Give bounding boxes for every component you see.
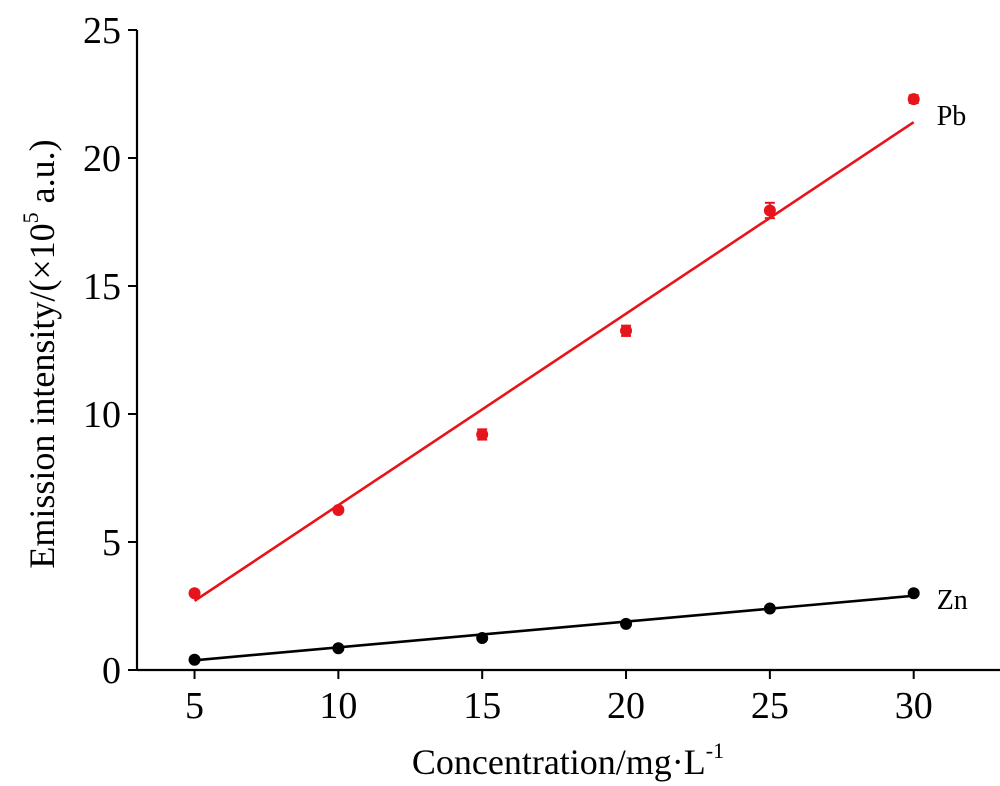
pb-fit-line [193,121,915,602]
pb-point [476,428,489,441]
y-tick-label: 15 [83,266,121,308]
pb-point [907,93,920,106]
fit-lines [193,121,915,662]
data-points [188,93,920,666]
x-tick-label: 15 [463,685,501,727]
y-axis-title-text: Emission intensity/(×10 [22,223,62,568]
zn-series-label: Zn [937,585,968,616]
zn-point [332,642,345,655]
y-tick-label: 10 [83,394,121,436]
pb-point [620,324,633,337]
y-axis-title-superscript: 5 [18,212,43,223]
y-tick-label: 5 [102,522,121,564]
axes [135,30,1000,672]
zn-fit-line [194,594,914,662]
ticks: 5 10 15 20 25 30 0 5 10 15 20 25 [83,10,933,727]
series-labels: Pb Zn [937,101,968,616]
x-axis-title: Concentration/mg·L-1 [412,738,724,782]
x-axis-title-superscript: -1 [706,738,724,763]
x-tick-label: 10 [319,685,357,727]
x-tick-label: 30 [895,685,933,727]
x-tick-label: 20 [607,685,645,727]
pb-point [188,587,201,600]
y-axis-title: Emission intensity/(×105 a.u.) [18,139,62,568]
zn-point [620,617,633,630]
zn-point [188,653,201,666]
x-tick-label: 5 [185,685,204,727]
pb-point [763,204,776,217]
y-axis-title-suffix: a.u.) [22,139,62,212]
y-tick-label: 20 [83,138,121,180]
pb-series-label: Pb [937,101,967,132]
pb-point [332,504,345,516]
zn-point [476,632,489,644]
zn-point [907,587,920,600]
y-tick-label: 25 [83,10,121,52]
zn-point [763,602,776,615]
y-tick-label: 0 [102,650,121,692]
x-tick-label: 25 [751,685,789,727]
x-axis-title-text: Concentration/mg·L [412,742,706,782]
